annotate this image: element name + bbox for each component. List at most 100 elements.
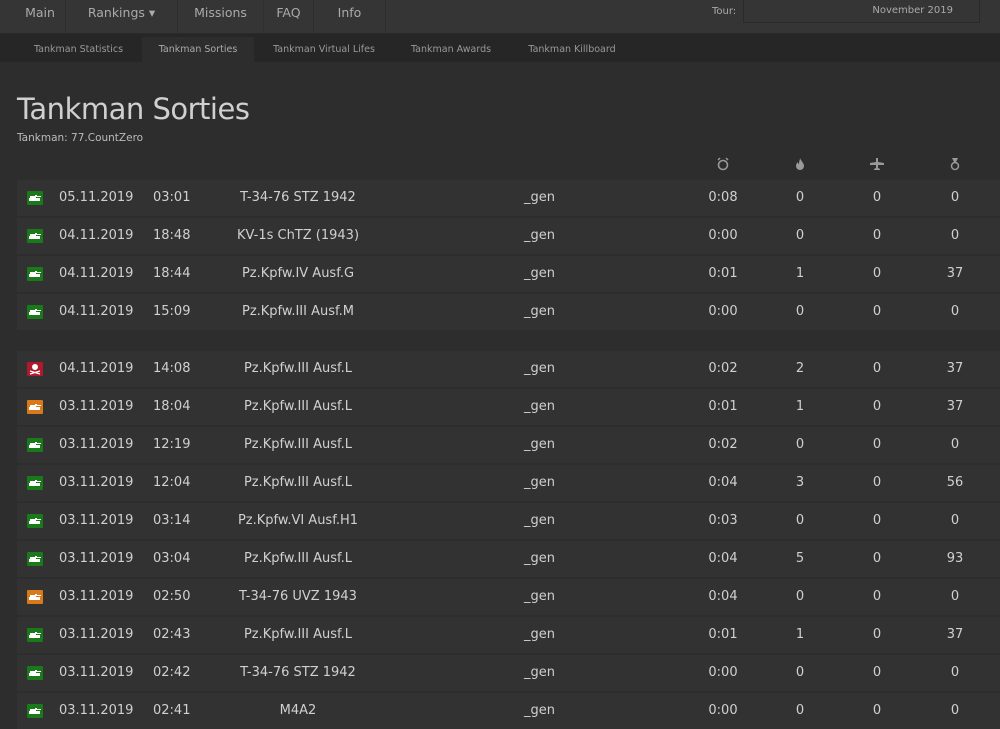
- ground-kills: 1: [795, 266, 805, 281]
- player-name[interactable]: _gen: [524, 361, 555, 376]
- ground-kills: 0: [795, 190, 805, 205]
- air-kills: 0: [872, 475, 882, 490]
- sortie-row[interactable]: 03.11.2019 03:14 Pz.Kpfw.VI Ausf.H1 _gen…: [17, 503, 1000, 539]
- score: 0: [950, 703, 960, 718]
- sortie-row[interactable]: 04.11.2019 15:09 Pz.Kpfw.III Ausf.M _gen…: [17, 294, 1000, 330]
- score: 93: [946, 551, 964, 566]
- player-name[interactable]: _gen: [524, 399, 555, 414]
- sortie-time: 02:42: [153, 665, 191, 680]
- vehicle-name[interactable]: Pz.Kpfw.III Ausf.L: [243, 399, 353, 414]
- player-name[interactable]: _gen: [524, 665, 555, 680]
- sortie-date: 04.11.2019: [59, 266, 134, 281]
- tank-icon: [27, 305, 43, 319]
- tab-virtual-lifes[interactable]: Tankman Virtual Lifes: [273, 44, 375, 55]
- score: 37: [946, 361, 964, 376]
- player-name[interactable]: _gen: [524, 703, 555, 718]
- sortie-row[interactable]: 03.11.2019 02:42 T-34-76 STZ 1942 _gen 0…: [17, 655, 1000, 691]
- ground-kills: 0: [795, 513, 805, 528]
- flight-duration: 0:04: [708, 589, 738, 604]
- air-kills: 0: [872, 513, 882, 528]
- vehicle-name[interactable]: Pz.Kpfw.III Ausf.M: [241, 304, 354, 319]
- score: 0: [950, 304, 960, 319]
- sortie-row[interactable]: 04.11.2019 18:48 KV-1s ChTZ (1943) _gen …: [17, 218, 1000, 254]
- air-kills: 0: [872, 304, 882, 319]
- score: 0: [950, 589, 960, 604]
- sortie-row[interactable]: 05.11.2019 03:01 T-34-76 STZ 1942 _gen 0…: [17, 180, 1000, 216]
- tab-awards[interactable]: Tankman Awards: [410, 44, 492, 55]
- flight-duration: 0:04: [708, 551, 738, 566]
- sortie-date: 04.11.2019: [59, 361, 134, 376]
- ground-kills: 5: [795, 551, 805, 566]
- tank-icon: [27, 666, 43, 680]
- air-kills: 0: [872, 665, 882, 680]
- vehicle-name[interactable]: T-34-76 UVZ 1943: [239, 589, 357, 604]
- sortie-date: 03.11.2019: [59, 589, 134, 604]
- sub-nav: Tankman Statistics Tankman Sorties Tankm…: [0, 34, 1000, 62]
- player-name[interactable]: _gen: [524, 589, 555, 604]
- flight-duration: 0:00: [708, 665, 738, 680]
- score: 0: [950, 665, 960, 680]
- nav-missions[interactable]: Missions: [178, 0, 264, 34]
- tab-statistics[interactable]: Tankman Statistics: [33, 44, 124, 55]
- flight-duration: 0:04: [708, 475, 738, 490]
- tour-select[interactable]: November 2019: [743, 0, 980, 23]
- nav-info[interactable]: Info: [314, 0, 386, 34]
- player-name[interactable]: _gen: [524, 228, 555, 243]
- sortie-date: 03.11.2019: [59, 627, 134, 642]
- vehicle-name[interactable]: KV-1s ChTZ (1943): [236, 228, 360, 243]
- nav-faq[interactable]: FAQ: [264, 0, 314, 34]
- vehicle-name[interactable]: Pz.Kpfw.III Ausf.L: [243, 551, 353, 566]
- sortie-row[interactable]: 04.11.2019 18:44 Pz.Kpfw.IV Ausf.G _gen …: [17, 256, 1000, 292]
- flight-duration: 0:00: [708, 228, 738, 243]
- sortie-row[interactable]: 03.11.2019 03:04 Pz.Kpfw.III Ausf.L _gen…: [17, 541, 1000, 577]
- air-kills: 0: [872, 627, 882, 642]
- tank-icon: [27, 552, 43, 566]
- score: 37: [946, 399, 964, 414]
- tank-icon: [27, 191, 43, 205]
- air-kills: 0: [872, 399, 882, 414]
- sortie-time: 02:41: [153, 703, 191, 718]
- sortie-row[interactable]: 03.11.2019 02:41 M4A2 _gen 0:00 0 0 0: [17, 693, 1000, 729]
- vehicle-name[interactable]: M4A2: [279, 703, 317, 718]
- vehicle-name[interactable]: Pz.Kpfw.III Ausf.L: [243, 475, 353, 490]
- score: 0: [950, 228, 960, 243]
- flight-duration: 0:00: [708, 304, 738, 319]
- plane-icon: [870, 157, 884, 171]
- vehicle-name[interactable]: Pz.Kpfw.III Ausf.L: [243, 627, 353, 642]
- vehicle-name[interactable]: Pz.Kpfw.III Ausf.L: [243, 437, 353, 452]
- vehicle-name[interactable]: Pz.Kpfw.IV Ausf.G: [241, 266, 355, 281]
- score: 37: [946, 266, 964, 281]
- player-name[interactable]: _gen: [524, 304, 555, 319]
- player-name[interactable]: _gen: [524, 437, 555, 452]
- nav-main[interactable]: Main: [15, 0, 66, 34]
- sortie-row[interactable]: 04.11.2019 14:08 Pz.Kpfw.III Ausf.L _gen…: [17, 351, 1000, 387]
- player-name[interactable]: _gen: [524, 627, 555, 642]
- flight-duration: 0:02: [708, 361, 738, 376]
- sortie-time: 15:09: [153, 304, 191, 319]
- player-name[interactable]: _gen: [524, 190, 555, 205]
- flight-duration: 0:00: [708, 703, 738, 718]
- sortie-row[interactable]: 03.11.2019 02:50 T-34-76 UVZ 1943 _gen 0…: [17, 579, 1000, 615]
- sortie-row[interactable]: 03.11.2019 18:04 Pz.Kpfw.III Ausf.L _gen…: [17, 389, 1000, 425]
- flight-duration: 0:01: [708, 627, 738, 642]
- player-name[interactable]: _gen: [524, 551, 555, 566]
- sortie-row[interactable]: 03.11.2019 02:43 Pz.Kpfw.III Ausf.L _gen…: [17, 617, 1000, 653]
- vehicle-name[interactable]: T-34-76 STZ 1942: [240, 190, 356, 205]
- player-name[interactable]: _gen: [524, 513, 555, 528]
- player-name[interactable]: _gen: [524, 475, 555, 490]
- tab-sorties[interactable]: Tankman Sorties: [142, 37, 254, 62]
- score: 56: [946, 475, 964, 490]
- vehicle-name[interactable]: T-34-76 STZ 1942: [240, 665, 356, 680]
- player-name[interactable]: _gen: [524, 266, 555, 281]
- sortie-row[interactable]: 03.11.2019 12:19 Pz.Kpfw.III Ausf.L _gen…: [17, 427, 1000, 463]
- sortie-row[interactable]: 03.11.2019 12:04 Pz.Kpfw.III Ausf.L _gen…: [17, 465, 1000, 501]
- sortie-date: 03.11.2019: [59, 475, 134, 490]
- vehicle-name[interactable]: Pz.Kpfw.III Ausf.L: [243, 361, 353, 376]
- tank-icon: [27, 476, 43, 490]
- flight-duration: 0:08: [708, 190, 738, 205]
- tank-icon: [27, 438, 43, 452]
- tab-killboard[interactable]: Tankman Killboard: [528, 44, 616, 55]
- nav-rankings[interactable]: Rankings ▾: [66, 0, 178, 34]
- vehicle-name[interactable]: Pz.Kpfw.VI Ausf.H1: [237, 513, 359, 528]
- sortie-time: 18:48: [153, 228, 191, 243]
